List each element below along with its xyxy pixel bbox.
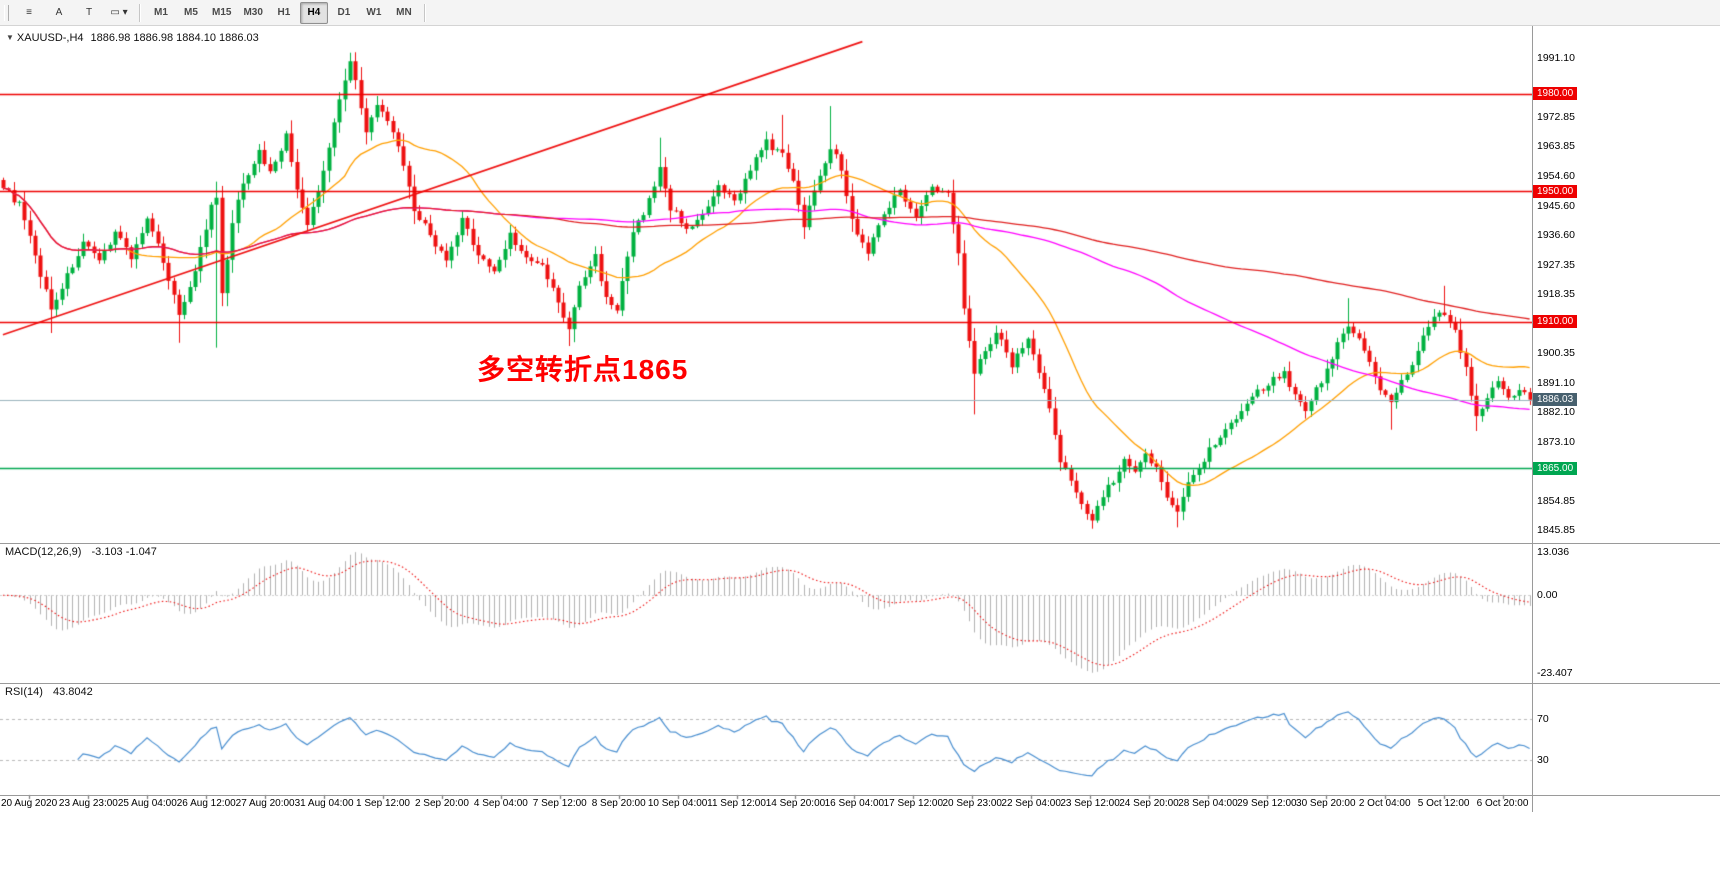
time-axis-label: 23 Sep 12:00 (1060, 798, 1120, 809)
time-axis-label: 10 Sep 04:00 (647, 798, 708, 809)
price-axis-tick-label: 1927.35 (1537, 259, 1575, 272)
macd-scale-label: 13.036 (1537, 546, 1570, 559)
price-axis-tick-label: 1873.10 (1537, 435, 1575, 448)
time-axis-label: 30 Sep 20:00 (1296, 798, 1356, 809)
timeframe-button-d1[interactable]: D1 (337, 6, 351, 18)
text-tool-button[interactable]: A (55, 6, 63, 18)
chart-symbol-header[interactable]: ▼ XAUUSD-,H4 1886.98 1886.98 1884.10 1886.… (6, 32, 259, 44)
macd-scale-label: -23.407 (1537, 666, 1573, 679)
price-line-badge: 1950.00 (1533, 184, 1578, 198)
price-axis-tick-label: 1854.85 (1537, 495, 1575, 508)
macd-title: MACD(12,26,9) (5, 546, 82, 558)
timeframe-button-m1[interactable]: M1 (154, 6, 168, 18)
chart-window[interactable]: ▼ XAUUSD-,H4 1886.98 1886.98 1884.10 1886.… (0, 26, 1720, 893)
timeframe-button-m5[interactable]: M5 (184, 6, 198, 18)
time-axis-separator (0, 795, 1720, 796)
time-axis-label: 17 Sep 12:00 (883, 798, 944, 809)
timeframe-button-h1[interactable]: H1 (277, 6, 291, 18)
macd-scale-label: 0.00 (1537, 589, 1558, 602)
price-axis-tick-label: 1954.60 (1537, 170, 1575, 183)
price-axis-tick-label: 1991.10 (1537, 51, 1575, 64)
drawing-tools-group: ≡ A T ▭ ▾ (14, 2, 134, 24)
time-axis-label: 29 Sep 12:00 (1237, 798, 1297, 809)
ohlc-values: 1886.98 1886.98 1884.10 1886.03 (90, 32, 259, 44)
price-line-badge: 1910.00 (1533, 315, 1578, 329)
time-axis-label: 22 Sep 04:00 (1001, 798, 1061, 809)
time-axis-label: 8 Sep 20:00 (591, 798, 646, 809)
toolbar-separator (139, 3, 141, 22)
label-tool-button[interactable]: T (85, 6, 93, 18)
timeframe-button-h4[interactable]: H4 (299, 1, 328, 24)
price-axis-tick-label: 1918.35 (1537, 288, 1575, 301)
timeframe-button-mn[interactable]: MN (396, 6, 412, 18)
time-axis-label: 20 Sep 23:00 (942, 798, 1002, 809)
time-axis-label: 31 Aug 04:00 (294, 798, 354, 809)
time-axis-label: 26 Aug 12:00 (176, 798, 236, 809)
time-axis-label: 25 Aug 04:00 (117, 798, 177, 809)
price-axis-tick-label: 1900.35 (1537, 347, 1575, 360)
timeframe-button-w1[interactable]: W1 (366, 6, 382, 18)
price-axis-tick-label: 1845.85 (1537, 524, 1575, 537)
toolbar-grip[interactable] (4, 4, 9, 21)
time-axis-label: 4 Sep 04:00 (473, 798, 528, 809)
rsi-level-label: 30 (1537, 754, 1549, 767)
time-axis-label: 24 Sep 20:00 (1119, 798, 1179, 809)
current-price-badge: 1886.03 (1533, 393, 1578, 407)
time-axis-label: 7 Sep 12:00 (532, 798, 587, 809)
time-axis-label: 23 Aug 23:00 (58, 798, 118, 809)
chart-tools-icon[interactable]: ≡ (26, 6, 32, 18)
rsi-indicator-header: RSI(14) 43.8042 (5, 686, 93, 698)
macd-indicator-header: MACD(12,26,9) -3.103 -1.047 (5, 546, 157, 558)
time-axis-label: 2 Sep 20:00 (414, 798, 469, 809)
time-axis-label: 28 Sep 04:00 (1178, 798, 1238, 809)
time-axis-label: 20 Aug 2020 (1, 798, 58, 809)
time-axis-label: 14 Sep 20:00 (765, 798, 826, 809)
rsi-level-label: 70 (1537, 712, 1549, 725)
toolbar-separator (423, 3, 426, 22)
time-axis-label: 1 Sep 12:00 (356, 798, 410, 809)
timeframes-group: M1 M5 M15 M30 H1 H4 D1 W1 MN (146, 1, 419, 24)
panel-splitter-macd[interactable] (0, 543, 1720, 544)
price-axis-tick-label: 1972.85 (1537, 110, 1575, 123)
panel-splitter-rsi[interactable] (0, 683, 1720, 684)
chart-text-annotation[interactable]: 多空转折点1865 (477, 354, 689, 385)
rsi-value: 43.8042 (52, 686, 93, 698)
time-axis-label: 11 Sep 12:00 (707, 798, 766, 809)
price-line-badge: 1980.00 (1533, 87, 1578, 101)
top-toolbar: ≡ A T ▭ ▾ M1 M5 M15 M30 H1 H4 D1 W1 MN (0, 0, 1720, 26)
chart-canvas[interactable] (0, 26, 1532, 812)
timeframe-button-m30[interactable]: M30 (243, 6, 263, 18)
time-axis-label: 6 Oct 20:00 (1476, 798, 1529, 809)
price-scale-separator (1532, 26, 1533, 812)
chart-collapse-icon[interactable]: ▼ (6, 33, 14, 42)
price-axis-tick-label: 1945.60 (1537, 199, 1575, 212)
price-axis-tick-label: 1963.85 (1537, 140, 1575, 153)
timeframe-button-m15[interactable]: M15 (212, 6, 232, 18)
price-axis-tick-label: 1936.60 (1537, 229, 1575, 241)
time-axis-label: 16 Sep 04:00 (824, 798, 885, 809)
price-line-badge: 1865.00 (1533, 461, 1578, 475)
rsi-title: RSI(14) (5, 686, 43, 698)
time-axis-label: 27 Aug 20:00 (235, 798, 295, 809)
price-axis-tick-label: 1882.10 (1537, 406, 1575, 419)
price-axis-tick-label: 1891.10 (1537, 377, 1575, 390)
symbol-period-label: XAUUSD-,H4 (16, 32, 84, 44)
macd-values: -3.103 -1.047 (91, 546, 157, 558)
time-axis-label: 2 Oct 04:00 (1358, 798, 1411, 809)
shapes-dropdown-button[interactable]: ▭ ▾ (110, 6, 128, 18)
time-axis-label: 5 Oct 12:00 (1417, 798, 1470, 809)
